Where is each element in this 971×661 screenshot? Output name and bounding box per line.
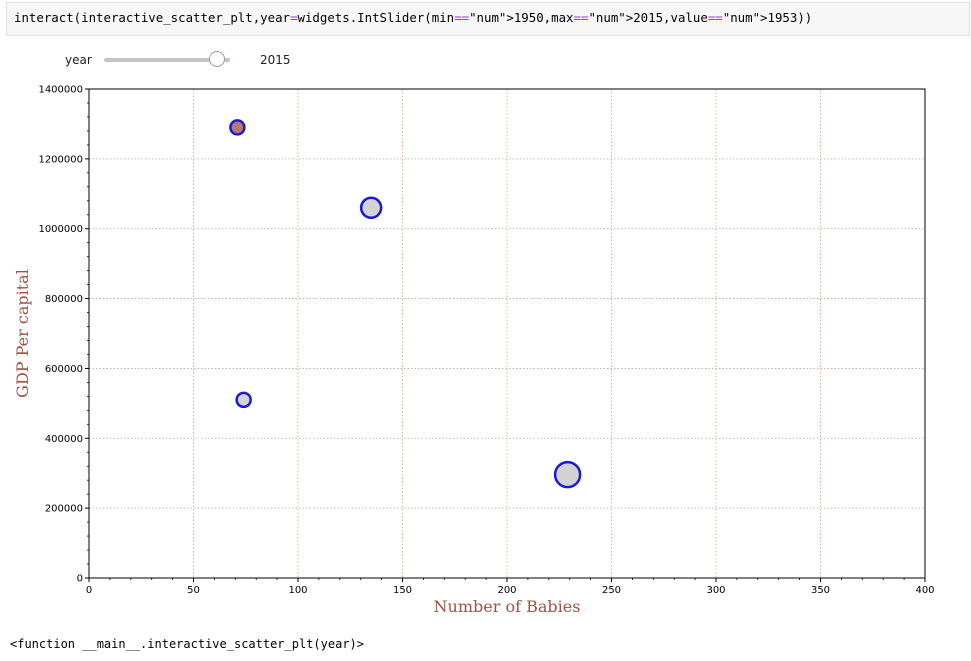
cell-output: <function __main__.interactive_scatter_p…	[10, 637, 365, 651]
scatter-chart: 0 50 100 150 200 250 300 350 400 0 200000 400000 600…	[13, 85, 935, 617]
scatter-point	[359, 196, 383, 220]
grid-layer	[88, 88, 926, 579]
x-tick-label: 100	[288, 585, 307, 596]
y-tick-label: 0	[77, 574, 83, 585]
y-tick-label: 800000	[45, 294, 83, 305]
code-line: interact(interactive_scatter_plt,year=wi…	[14, 10, 813, 25]
x-tick-label: 0	[86, 585, 92, 596]
scatter-point	[553, 460, 582, 489]
y-tick-label: 600000	[45, 364, 83, 375]
points-layer	[229, 119, 582, 489]
x-tick-label: 250	[602, 585, 621, 596]
slider-label: year	[65, 53, 92, 67]
x-tick-label: 300	[706, 585, 725, 596]
year-slider-widget: year 2015	[0, 46, 400, 76]
y-tick-label: 1000000	[38, 224, 83, 235]
y-tick-label: 1200000	[38, 154, 83, 165]
x-tick-label: 400	[915, 585, 934, 596]
plot-frame	[88, 88, 926, 579]
x-tick-label: 50	[187, 585, 200, 596]
y-tick-label: 400000	[45, 434, 83, 445]
x-tick-label: 150	[393, 585, 412, 596]
slider-value: 2015	[260, 53, 291, 67]
y-tick-label: 200000	[45, 504, 83, 515]
x-axis-label: Number of Babies	[434, 597, 581, 616]
slider-handle[interactable]	[209, 51, 226, 67]
y-tick-label: 1400000	[38, 85, 83, 96]
code-cell[interactable]: interact(interactive_scatter_plt,year=wi…	[6, 2, 970, 36]
x-tick-label: 200	[497, 585, 516, 596]
ticks-layer: 0 50 100 150 200 250 300 350 400 0 200000 400000 600…	[38, 85, 934, 597]
x-tick-label: 350	[811, 585, 830, 596]
scatter-point	[235, 391, 252, 409]
scatter-point	[229, 119, 246, 136]
y-axis-label: GDP Per capital	[13, 269, 32, 398]
slider-track[interactable]	[104, 58, 230, 62]
